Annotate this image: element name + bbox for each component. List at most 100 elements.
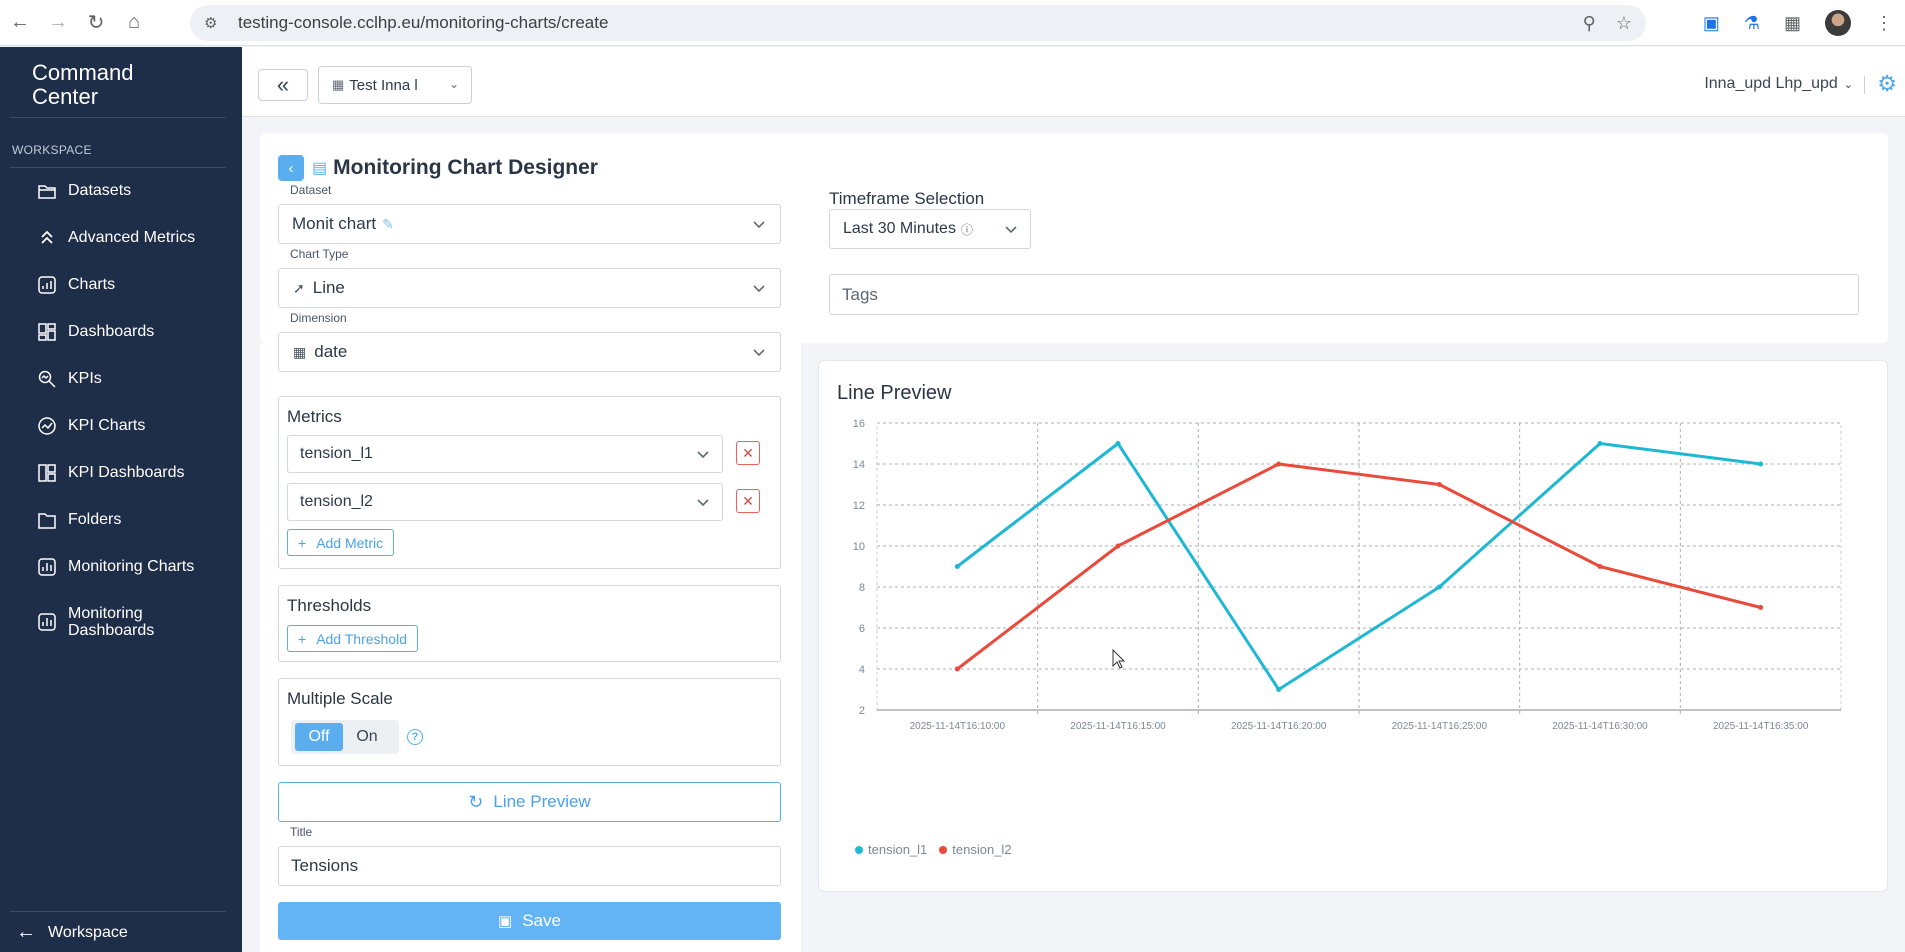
metric-select[interactable]: tension_l1 [287, 435, 723, 473]
metric-select-value: tension_l1 [300, 445, 373, 462]
multiple-scale-toggle: Off On [291, 720, 399, 754]
reload-icon[interactable]: ↻ [87, 12, 105, 34]
sidebar-item-label: Folders [68, 511, 122, 528]
user-name: Inna_upd Lhp_upd [1704, 75, 1838, 92]
save-button[interactable]: ▣ Save [278, 902, 781, 940]
data-point [1597, 564, 1603, 569]
building-icon: ▦ [332, 77, 345, 92]
chevrons-up-icon [36, 227, 58, 249]
dataset-select-value: Monit chart [292, 214, 377, 233]
chevron-left-icon: ‹ [288, 159, 294, 177]
tags-input[interactable]: Tags [829, 274, 1859, 315]
chevron-down-icon [753, 221, 765, 229]
line-chart-icon: ➚ [293, 279, 305, 296]
close-icon: ✕ [742, 444, 754, 461]
y-tick-label: 6 [859, 623, 865, 635]
remove-metric-button[interactable]: ✕ [736, 441, 760, 465]
settings-gear-icon[interactable]: ⚙ [1877, 71, 1897, 96]
toggle-on-option[interactable]: On [356, 728, 378, 745]
add-threshold-button[interactable]: + Add Threshold [287, 625, 418, 652]
back-button[interactable]: ‹ [278, 155, 304, 181]
y-tick-label: 16 [853, 418, 865, 430]
lab-extension-icon[interactable]: ⚗ [1743, 12, 1760, 33]
save-disk-icon: ▣ [498, 913, 513, 930]
sidebar-item-monitoring-charts[interactable]: Monitoring Charts [36, 556, 194, 578]
user-menu[interactable]: Inna_upd Lhp_upd ⌄ [1704, 75, 1853, 93]
app-header: « ▦ Test Inna l ⌄ Inna_upd Lhp_upd ⌄ ⚙ [242, 47, 1905, 117]
sidebar-item-dashboards[interactable]: Dashboards [36, 321, 154, 343]
sidebar-item-charts[interactable]: Charts [36, 274, 115, 296]
legend-item[interactable]: tension_l1 [855, 842, 927, 857]
sidebar-item-kpi-dashboards[interactable]: KPI Dashboards [36, 462, 185, 484]
chevron-down-icon [1005, 226, 1017, 234]
address-bar[interactable]: ⚙ testing-console.cclhp.eu/monitoring-ch… [190, 5, 1646, 41]
chart-icon: ▤ [312, 160, 328, 177]
browser-toolbar: ← → ↻ ⌂ ⚙ testing-console.cclhp.eu/monit… [0, 0, 1905, 46]
org-select[interactable]: ▦ Test Inna l ⌄ [318, 66, 472, 104]
dimension-label: Dimension [290, 311, 347, 325]
legend-item[interactable]: tension_l2 [939, 842, 1012, 857]
info-icon: ⓘ [960, 222, 973, 237]
metrics-panel: Metrics tension_l1 ✕ tension_l2 ✕ + Add … [278, 396, 781, 569]
app-title-line2: Center [32, 84, 99, 109]
question-icon[interactable]: ? [407, 729, 423, 745]
sidebar-item-label-line1: Monitoring [68, 605, 143, 622]
data-point [1115, 441, 1121, 446]
multiple-scale-panel: Multiple Scale Off On ? [278, 678, 781, 766]
sidebar-item-folders[interactable]: Folders [36, 509, 121, 531]
edit-icon[interactable]: ✎ [382, 215, 394, 232]
home-icon[interactable]: ⌂ [127, 11, 141, 33]
legend-label: tension_l1 [868, 842, 928, 857]
x-tick-label: 2025-11-14T16:25:00 [1392, 721, 1488, 732]
sidebar-item-label: Charts [68, 276, 116, 293]
sidebar-item-kpi-charts[interactable]: KPI Charts [36, 415, 145, 437]
sidebar-item-monitoring-dashboards[interactable]: Monitoring Dashboards [36, 605, 154, 639]
sidebar-footer-workspace[interactable]: ← Workspace [16, 921, 128, 944]
line-preview-button[interactable]: ↻ Line Preview [278, 782, 781, 822]
timeframe-select[interactable]: Last 30 Minutes ⓘ [829, 209, 1031, 249]
chart-type-select[interactable]: ➚ Line [278, 268, 781, 308]
site-settings-icon[interactable]: ⚙ [204, 15, 218, 32]
x-tick-label: 2025-11-14T16:10:00 [910, 721, 1006, 732]
page-title: ‹ ▤ Monitoring Chart Designer [278, 155, 598, 181]
dimension-select[interactable]: ▦ date [278, 332, 781, 372]
data-point [1276, 461, 1282, 467]
title-input[interactable]: Tensions [278, 846, 781, 886]
data-point [1758, 605, 1764, 610]
kpi-dashboard-icon [36, 462, 58, 484]
x-tick-label: 2025-11-14T16:15:00 [1070, 721, 1166, 732]
app-title: Command Center [32, 61, 133, 109]
sidebar-item-label: Dashboards [68, 323, 155, 340]
collapse-sidebar-button[interactable]: « [258, 69, 308, 101]
forward-arrow-icon[interactable]: → [48, 11, 68, 33]
sidebar-item-label: KPIs [68, 370, 102, 387]
back-arrow-icon[interactable]: ← [10, 11, 30, 33]
chevron-down-icon [753, 285, 765, 293]
refresh-icon: ↻ [468, 791, 484, 812]
x-tick-label: 2025-11-14T16:35:00 [1713, 721, 1809, 732]
save-button-label: Save [522, 911, 561, 930]
remove-metric-button[interactable]: ✕ [736, 489, 760, 513]
sidebar-item-datasets[interactable]: Datasets [36, 180, 131, 202]
chart-type-label: Chart Type [290, 247, 349, 261]
url-text[interactable]: testing-console.cclhp.eu/monitoring-char… [238, 13, 609, 32]
metric-select[interactable]: tension_l2 [287, 483, 723, 521]
screen-capture-extension-icon[interactable]: ▣ [1702, 12, 1720, 33]
profile-avatar[interactable] [1825, 10, 1851, 36]
sidebar-item-label: Advanced Metrics [68, 229, 196, 246]
chevron-down-icon [753, 349, 765, 357]
extensions-puzzle-icon[interactable]: ▦ [1783, 12, 1801, 33]
y-tick-label: 12 [853, 500, 865, 512]
sidebar-item-advanced-metrics[interactable]: Advanced Metrics [36, 227, 195, 249]
zoom-icon[interactable]: ⚲ [1582, 12, 1596, 33]
plus-icon: + [298, 630, 307, 647]
dataset-select[interactable]: Monit chart ✎ [278, 204, 781, 244]
data-point [1597, 441, 1603, 446]
toggle-off-option[interactable]: Off [295, 723, 343, 751]
folder-icon [36, 180, 58, 202]
add-metric-button[interactable]: + Add Metric [287, 529, 395, 556]
series-line-tension_l1 [956, 442, 1761, 691]
bookmark-star-icon[interactable]: ☆ [1615, 12, 1632, 33]
browser-menu-icon[interactable]: ⋮ [1875, 12, 1893, 33]
sidebar-item-kpis[interactable]: KPIs [36, 368, 102, 390]
